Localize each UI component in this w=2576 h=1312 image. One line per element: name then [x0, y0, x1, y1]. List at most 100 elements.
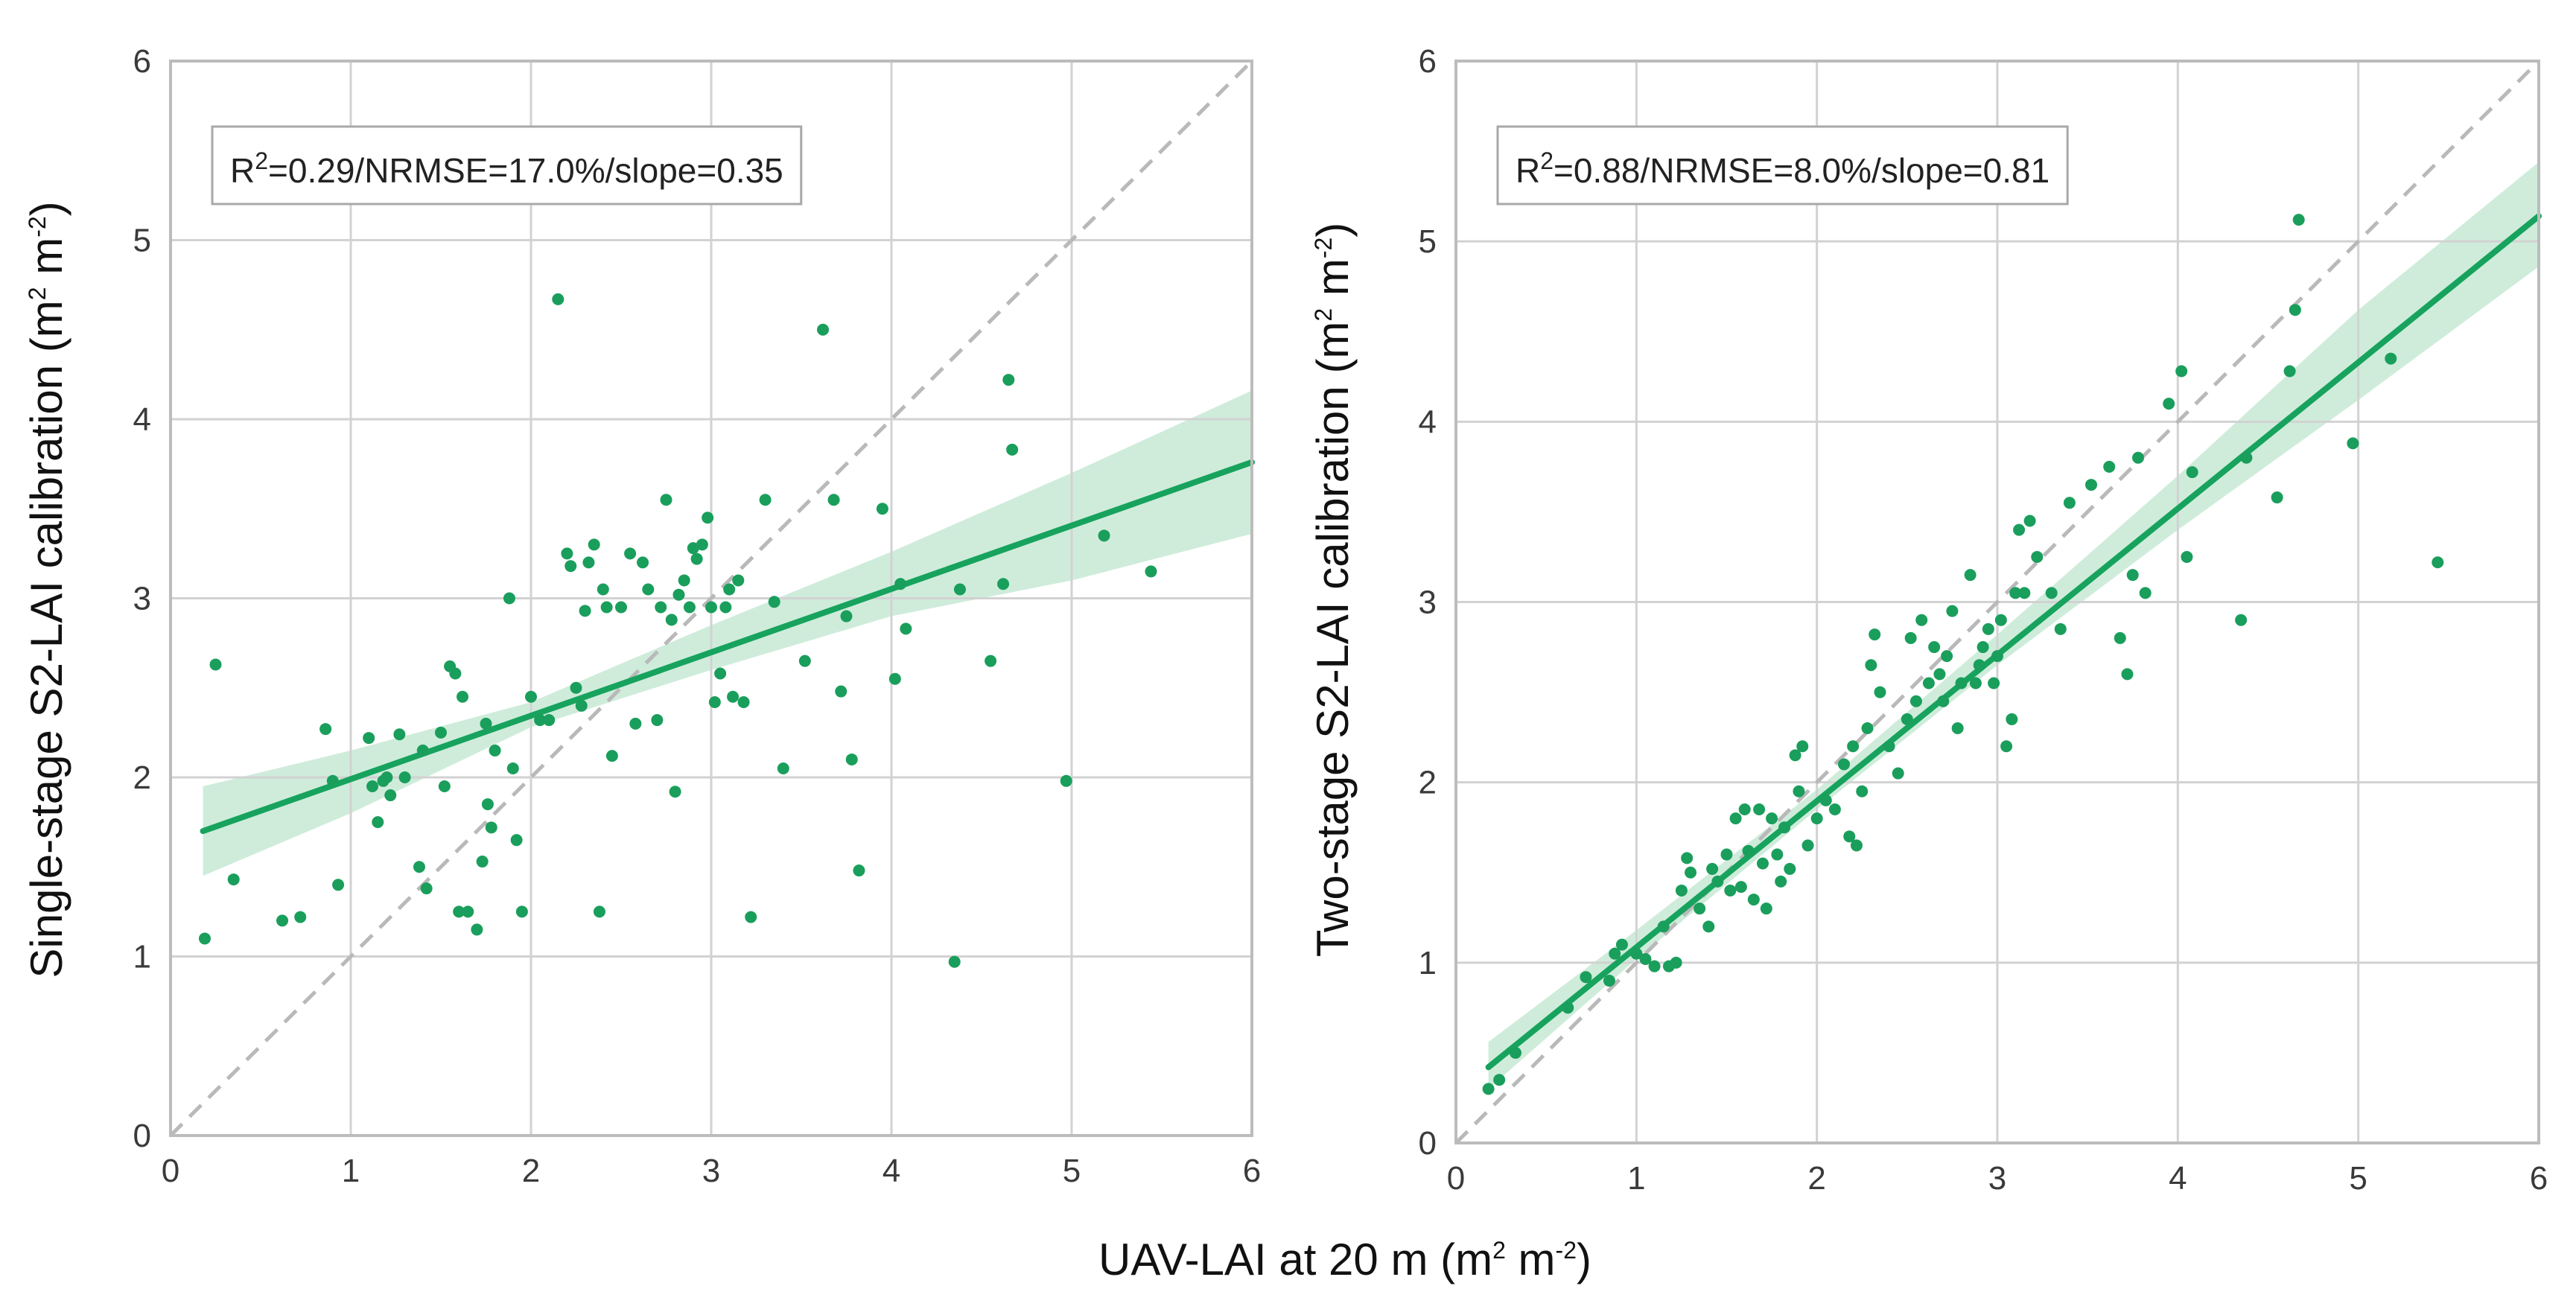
data-point-left: [727, 690, 740, 703]
data-point-right: [1493, 1074, 1506, 1086]
data-point-left: [420, 882, 433, 895]
data-point-right: [1639, 952, 1652, 965]
data-point-left: [642, 583, 655, 596]
data-point-right: [1670, 956, 1682, 969]
data-point-right: [1850, 839, 1863, 852]
data-point-right: [1482, 1083, 1495, 1095]
y-tick-label-left: 3: [133, 581, 151, 617]
data-point-left: [605, 750, 618, 762]
data-point-right: [1838, 758, 1851, 771]
data-point-right: [1951, 722, 1964, 735]
data-point-right: [2031, 550, 2044, 563]
data-point-left: [435, 726, 447, 739]
data-point-right: [1976, 641, 1989, 654]
data-point-right: [1775, 875, 1787, 888]
data-point-right: [1630, 947, 1643, 960]
data-point-right: [2139, 587, 2152, 599]
y-axis-label-right: Two-stage S2-LAI calibration (m2 m-2): [1308, 223, 1358, 958]
data-point-right: [2385, 352, 2397, 365]
data-point-left: [552, 293, 565, 305]
data-point-right: [1711, 875, 1724, 888]
data-point-left: [900, 622, 912, 635]
y-tick-label-left: 1: [133, 939, 151, 975]
data-point-right: [1747, 894, 1760, 906]
data-point-left: [476, 856, 489, 868]
confidence-band-left: [203, 390, 1252, 876]
x-tick-label-right: 5: [2349, 1160, 2367, 1197]
data-point-right: [1973, 659, 1985, 672]
data-point-left: [471, 923, 483, 936]
data-point-right: [2000, 740, 2013, 753]
data-point-right: [1694, 902, 1706, 915]
data-point-right: [2292, 214, 2305, 226]
data-point-left: [696, 538, 708, 551]
data-point-right: [1603, 975, 1615, 987]
data-point-left: [227, 873, 240, 886]
y-axis-label-left: Single-stage S2-LAI calibration (m2 m-2): [22, 201, 71, 978]
data-point-right: [1994, 614, 2007, 626]
data-point-right: [2240, 451, 2253, 464]
data-point-left: [453, 905, 465, 918]
x-tick-label-left: 1: [342, 1153, 360, 1189]
data-point-right: [1720, 848, 1733, 861]
data-point-right: [2103, 460, 2116, 473]
x-axis-label: UAV-LAI at 20 m (m2 m-2): [1098, 1235, 1591, 1284]
y-tick-label-right: 1: [1419, 945, 1437, 981]
data-point-right: [1753, 803, 1766, 815]
data-point-right: [2289, 304, 2301, 316]
data-point-right: [1742, 844, 1755, 857]
data-point-right: [1883, 740, 1895, 753]
data-point-right: [1869, 628, 1881, 641]
data-point-left: [1002, 374, 1015, 386]
data-point-right: [1955, 677, 1968, 690]
data-point-left: [985, 655, 997, 667]
data-point-right: [2271, 491, 2283, 504]
data-point-left: [449, 667, 462, 680]
x-tick-label-right: 4: [2169, 1160, 2187, 1197]
data-point-left: [651, 714, 664, 727]
data-point-left: [1145, 565, 1157, 578]
data-point-right: [1766, 812, 1778, 825]
data-point-right: [1904, 631, 1917, 644]
data-point-left: [723, 583, 736, 596]
data-point-left: [798, 655, 811, 667]
data-point-left: [534, 714, 547, 727]
y-tick-label-right: 2: [1419, 765, 1437, 801]
data-point-right: [1915, 614, 1928, 626]
data-point-left: [588, 538, 600, 551]
data-point-left: [366, 780, 379, 793]
data-point-left: [332, 879, 345, 891]
y-tick-label-left: 6: [133, 43, 151, 80]
data-point-right: [2054, 622, 2067, 635]
data-point-left: [326, 774, 339, 787]
data-point-left: [1060, 774, 1072, 787]
data-point-right: [1801, 839, 1814, 852]
data-point-left: [525, 690, 537, 703]
data-point-right: [1847, 740, 1860, 753]
data-point-left: [198, 932, 211, 945]
x-tick-label-right: 0: [1447, 1160, 1465, 1197]
data-point-left: [413, 861, 425, 873]
x-tick-label-left: 5: [1063, 1153, 1081, 1189]
data-point-left: [714, 667, 727, 680]
data-point-right: [2132, 451, 2145, 464]
data-point-left: [393, 728, 406, 741]
data-point-right: [1865, 659, 1877, 672]
data-point-left: [672, 588, 685, 601]
data-point-right: [2114, 631, 2126, 644]
data-point-left: [624, 547, 637, 560]
y-tick-label-right: 4: [1419, 404, 1437, 440]
right-panel: 0 1 2 3 4 5 6 0 1 2 3 4 5 6 R2=0.88/NRMSE=8.0%/slope=…: [1308, 43, 2548, 1197]
data-point-left: [515, 905, 528, 918]
data-point-right: [1760, 902, 1772, 915]
data-point-left: [705, 601, 717, 614]
data-point-right: [1756, 857, 1769, 870]
data-point-right: [1991, 650, 2003, 663]
data-point-right: [2126, 569, 2139, 582]
y-tick-label-right: 5: [1419, 223, 1437, 260]
data-point-left: [582, 556, 595, 569]
data-point-right: [1681, 852, 1694, 864]
data-point-right: [1706, 862, 1719, 875]
data-point-left: [615, 601, 627, 614]
